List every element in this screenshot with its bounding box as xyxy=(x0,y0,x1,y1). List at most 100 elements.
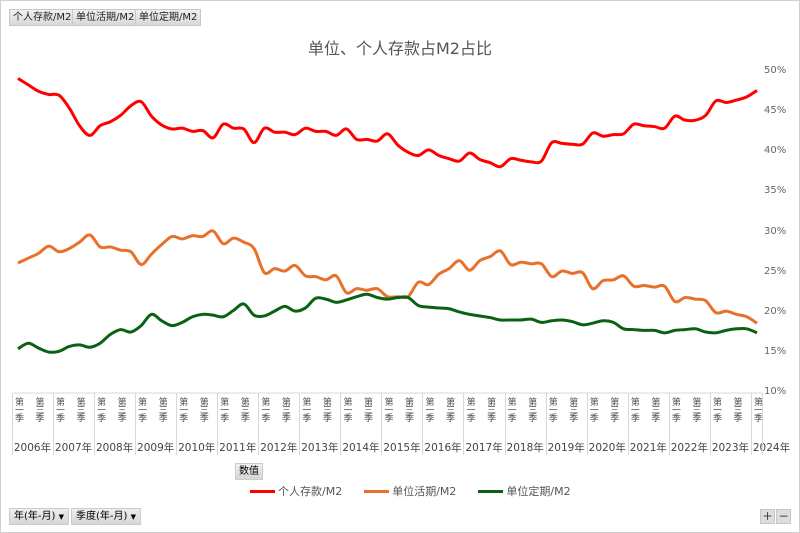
year-group-divider xyxy=(299,393,301,455)
quarter-label: 第三季 xyxy=(238,397,249,421)
year-label: 2024年 xyxy=(752,442,791,454)
quarter-label: 第三季 xyxy=(608,397,619,421)
year-group-divider xyxy=(176,393,178,455)
series-line-0 xyxy=(17,77,758,169)
year-label: 2018年 xyxy=(506,442,544,454)
quarter-label: 第三季 xyxy=(690,397,701,421)
quarter-label: 第三季 xyxy=(33,397,44,421)
series-line-1 xyxy=(17,229,758,325)
quarter-label: 第一季 xyxy=(752,397,762,421)
year-group-divider xyxy=(422,393,424,455)
quarter-label: 第一季 xyxy=(669,397,680,421)
quarter-label: 第一季 xyxy=(13,397,23,421)
quarter-label: 第一季 xyxy=(259,397,270,421)
quarter-label: 第一季 xyxy=(423,397,434,421)
year-label: 2015年 xyxy=(383,442,421,454)
field-button-unit-time[interactable]: 单位定期/M2 xyxy=(135,9,202,26)
quarter-label: 第一季 xyxy=(505,397,516,421)
year-group-divider xyxy=(135,393,137,455)
year-group-divider xyxy=(668,393,670,455)
collapse-button[interactable]: − xyxy=(776,509,791,524)
year-group-divider xyxy=(258,393,260,455)
legend-item-unit-demand: 单位活期/M2 xyxy=(364,483,456,499)
legend-swatch xyxy=(364,489,390,493)
quarter-label: 第三季 xyxy=(731,397,742,421)
year-label: 2017年 xyxy=(465,442,503,454)
year-group-divider xyxy=(93,393,95,455)
year-group-divider xyxy=(504,393,506,455)
year-label: 2011年 xyxy=(219,442,257,454)
quarter-label: 第一季 xyxy=(587,397,598,421)
year-label: 2007年 xyxy=(54,442,93,454)
quarter-label: 第一季 xyxy=(546,397,557,421)
y-tick-label: 40% xyxy=(764,145,787,157)
year-label: 2016年 xyxy=(424,442,462,454)
filter-year-button[interactable]: 年(年-月) ▼ xyxy=(9,508,69,525)
year-group-divider xyxy=(11,393,13,455)
y-tick-label: 20% xyxy=(764,305,787,317)
year-group-divider xyxy=(545,393,547,455)
year-group-divider xyxy=(586,393,588,455)
quarter-label: 第一季 xyxy=(136,397,147,421)
y-tick-label: 10% xyxy=(764,386,787,397)
y-tick-label: 35% xyxy=(764,185,787,197)
year-label: 2008年 xyxy=(95,442,134,454)
y-tick-label: 50% xyxy=(764,65,787,76)
quarter-label: 第一季 xyxy=(710,397,721,421)
year-label: 2013年 xyxy=(301,442,339,454)
quarter-label: 第三季 xyxy=(403,397,414,421)
year-group-divider xyxy=(762,393,764,455)
quarter-label: 第三季 xyxy=(197,397,208,421)
quarter-label: 第三季 xyxy=(320,397,331,421)
quarter-label: 第一季 xyxy=(54,397,65,421)
quarter-label: 第三季 xyxy=(649,397,660,421)
quarter-label: 第一季 xyxy=(95,397,106,421)
quarter-label: 第三季 xyxy=(156,397,167,421)
legend-label: 单位活期/M2 xyxy=(392,485,457,498)
quarter-label: 第三季 xyxy=(526,397,537,421)
filter-label: 年(年-月) xyxy=(14,511,56,522)
values-button[interactable]: 数值 xyxy=(235,463,263,480)
y-tick-label: 45% xyxy=(764,105,787,117)
year-label: 2012年 xyxy=(260,442,298,454)
legend: 个人存款/M2 单位活期/M2 单位定期/M2 xyxy=(250,483,571,499)
year-group-divider xyxy=(709,393,711,455)
expand-button[interactable]: + xyxy=(760,509,775,524)
quarter-label: 第一季 xyxy=(177,397,188,421)
quarter-label: 第三季 xyxy=(485,397,496,421)
legend-label: 单位定期/M2 xyxy=(506,485,571,498)
dropdown-arrow-icon: ▼ xyxy=(58,513,64,521)
series-line-2 xyxy=(17,292,758,354)
quarter-label: 第三季 xyxy=(444,397,455,421)
quarter-label: 第一季 xyxy=(300,397,311,421)
year-label: 2023年 xyxy=(711,442,750,454)
y-tick-label: 25% xyxy=(764,265,787,277)
year-label: 2022年 xyxy=(670,442,708,454)
legend-item-unit-time: 单位定期/M2 xyxy=(478,483,571,499)
year-label: 2021年 xyxy=(629,442,667,454)
filter-quarter-button[interactable]: 季度(年-月) ▼ xyxy=(71,508,141,525)
legend-item-personal-deposit: 个人存款/M2 xyxy=(250,483,342,499)
legend-label: 个人存款/M2 xyxy=(278,485,343,498)
dropdown-arrow-icon: ▼ xyxy=(130,513,136,521)
quarter-label: 第三季 xyxy=(361,397,372,421)
quarter-label: 第一季 xyxy=(218,397,229,421)
quarter-label: 第三季 xyxy=(115,397,126,421)
chart-title: 单位、个人存款占M2占比 xyxy=(308,39,492,58)
year-group-divider xyxy=(463,393,465,455)
legend-swatch xyxy=(478,489,504,493)
year-label: 2010年 xyxy=(178,442,216,454)
quarter-label: 第一季 xyxy=(341,397,352,421)
year-label: 2020年 xyxy=(588,442,626,454)
quarter-label: 第三季 xyxy=(74,397,85,421)
year-label: 2009年 xyxy=(137,442,175,454)
filter-label: 季度(年-月) xyxy=(76,511,128,522)
year-group-divider xyxy=(340,393,342,455)
field-button-personal-deposit[interactable]: 个人存款/M2 xyxy=(9,9,76,26)
y-tick-label: 30% xyxy=(764,225,787,237)
year-group-divider xyxy=(627,393,629,455)
legend-swatch xyxy=(250,489,275,493)
year-group-divider xyxy=(217,393,219,455)
quarter-label: 第一季 xyxy=(628,397,639,421)
